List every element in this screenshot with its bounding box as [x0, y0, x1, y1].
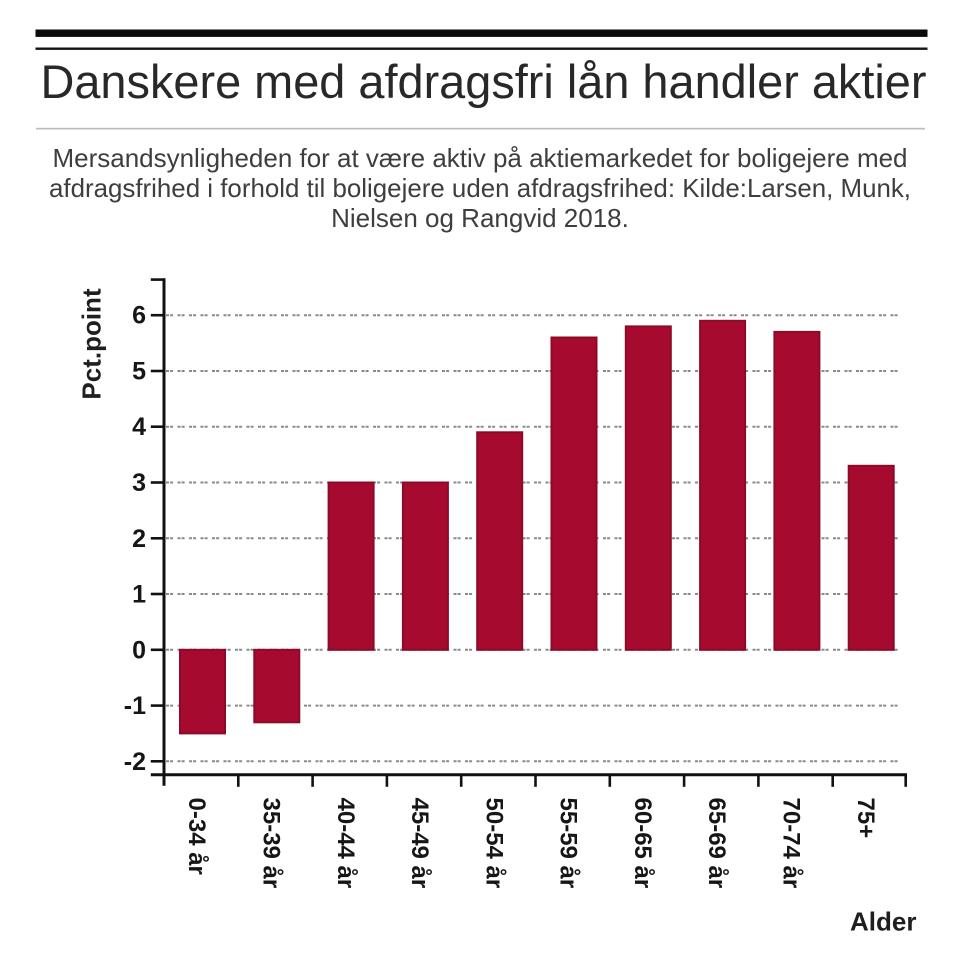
- svg-text:70-74 år: 70-74 år: [778, 798, 805, 889]
- svg-text:6: 6: [132, 302, 146, 330]
- svg-text:2: 2: [132, 525, 146, 553]
- svg-text:60-65 år: 60-65 år: [629, 798, 656, 889]
- svg-text:Pct.point: Pct.point: [76, 288, 106, 400]
- svg-text:50-54 år: 50-54 år: [480, 798, 507, 889]
- svg-text:55-59 år: 55-59 år: [555, 798, 582, 889]
- svg-text:1: 1: [132, 581, 146, 609]
- svg-text:Alder: Alder: [850, 907, 916, 937]
- svg-text:0: 0: [132, 636, 146, 664]
- svg-text:45-49 år: 45-49 år: [406, 798, 433, 889]
- svg-text:75+: 75+: [852, 798, 879, 839]
- svg-text:Nielsen og Rangvid 2018.: Nielsen og Rangvid 2018.: [331, 203, 629, 233]
- svg-text:5: 5: [132, 358, 146, 386]
- svg-text:Mersandsynligheden for at være: Mersandsynligheden for at være aktiv på …: [53, 143, 908, 173]
- svg-text:Danskere med afdragsfri lån ha: Danskere med afdragsfri lån handler akti…: [41, 55, 927, 108]
- svg-text:afdragsfrihed i forhold til bo: afdragsfrihed i forhold til boligejere u…: [49, 173, 911, 203]
- svg-text:-1: -1: [124, 692, 146, 720]
- svg-text:3: 3: [132, 469, 146, 497]
- svg-text:0-34 år: 0-34 år: [183, 798, 210, 875]
- svg-text:35-39 år: 35-39 år: [257, 798, 284, 889]
- svg-text:40-44 år: 40-44 år: [332, 798, 359, 889]
- svg-text:65-69 år: 65-69 år: [703, 798, 730, 889]
- svg-text:-2: -2: [124, 748, 146, 776]
- svg-text:4: 4: [132, 413, 146, 441]
